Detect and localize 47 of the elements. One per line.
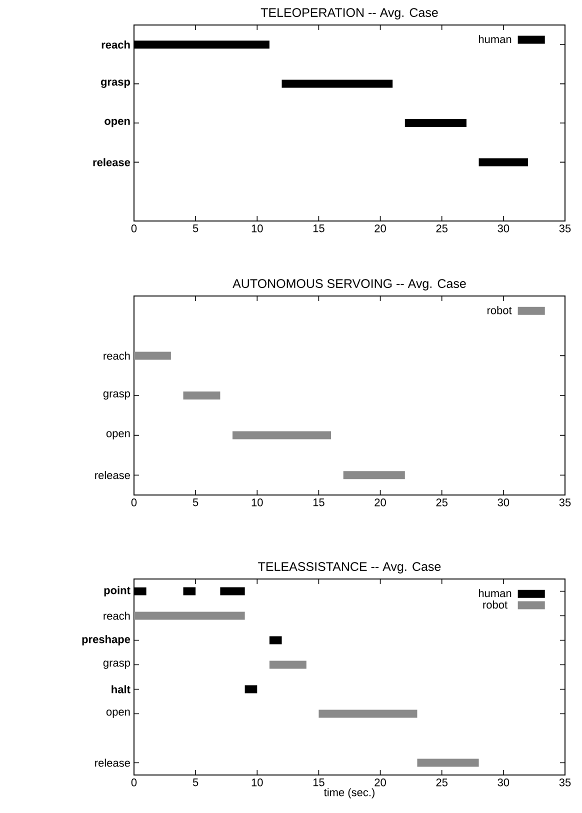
x-tick-label: 20 — [374, 224, 386, 232]
chart-title: TELEASSISTANCE -- Avg. Case — [258, 562, 441, 574]
x-tick-label: 30 — [498, 778, 510, 786]
y-tick-label: release — [95, 758, 130, 767]
legend-label: robot — [488, 306, 512, 314]
y-tick-label: grasp — [100, 80, 130, 88]
chart-title: AUTONOMOUS SERVOING -- Avg. Case — [232, 279, 466, 290]
y-tick-label: grasp — [103, 660, 130, 669]
legend-label: human — [478, 35, 512, 44]
x-tick-label: 35 — [559, 498, 571, 506]
y-tick-label: preshape — [82, 635, 130, 646]
x-tick-label: 35 — [559, 778, 571, 786]
legend-label: human — [478, 589, 512, 598]
x-tick-label: 30 — [498, 498, 510, 506]
x-tick-label: 15 — [313, 498, 324, 506]
x-axis-title: time (sec.) — [324, 788, 374, 798]
chart-title: TELEOPERATION -- Avg. Case — [260, 8, 438, 20]
x-tick-label: 0 — [131, 224, 137, 232]
legend-label: robot — [483, 600, 508, 609]
x-tick-label: 35 — [559, 224, 571, 232]
y-tick-label: halt — [112, 685, 130, 694]
x-tick-label: 20 — [374, 778, 386, 786]
x-tick-label: 30 — [498, 224, 510, 232]
y-tick-label: release — [93, 158, 130, 166]
x-tick-label: 5 — [192, 224, 198, 232]
y-tick-label: grasp — [103, 391, 130, 400]
x-tick-label: 0 — [131, 778, 137, 786]
y-tick-label: reach — [104, 352, 130, 360]
x-tick-label: 25 — [436, 778, 448, 786]
x-tick-label: 15 — [313, 778, 324, 786]
x-tick-label: 10 — [252, 498, 263, 506]
x-tick-label: 0 — [131, 498, 137, 506]
x-tick-label: 15 — [313, 224, 324, 232]
x-tick-label: 10 — [252, 224, 263, 232]
y-tick-label: open — [106, 710, 130, 718]
x-tick-label: 25 — [436, 498, 448, 506]
y-tick-label: release — [95, 471, 130, 480]
x-tick-label: 25 — [436, 224, 448, 232]
y-tick-label: open — [106, 431, 130, 440]
x-tick-label: 5 — [192, 778, 198, 786]
x-tick-label: 20 — [374, 498, 386, 506]
y-tick-label: reach — [104, 612, 130, 620]
y-tick-label: open — [104, 118, 130, 128]
y-tick-label: point — [104, 586, 130, 596]
x-tick-label: 5 — [192, 498, 198, 506]
x-tick-label: 10 — [252, 778, 263, 786]
y-tick-label: reach — [102, 40, 130, 49]
